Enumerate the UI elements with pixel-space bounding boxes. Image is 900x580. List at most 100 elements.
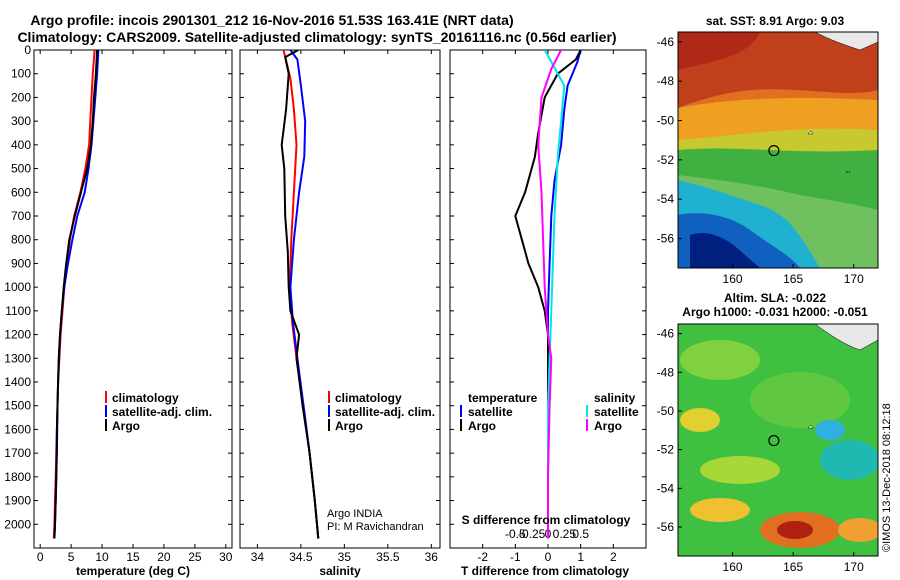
difference-xlabel: T difference from climatology — [461, 564, 629, 578]
map-y-tick-label: -48 — [657, 74, 675, 88]
legend-heading-temperature: temperature — [468, 391, 538, 405]
y-tick-label: 1700 — [4, 446, 31, 460]
imos-credit: ©IMOS 13-Dec-2018 08:12:18 — [881, 403, 893, 552]
map-y-tick-label: -54 — [657, 192, 675, 206]
y-tick-label: 800 — [11, 233, 31, 247]
y-tick-label: 0 — [24, 43, 31, 57]
y-tick-label: 500 — [11, 162, 31, 176]
salinity-series-argo — [280, 50, 320, 539]
temperature-series-argo — [53, 50, 99, 539]
map-x-tick-label: 170 — [844, 272, 864, 286]
legend-label-climatology: climatology — [335, 391, 402, 405]
x-tick-label: 0 — [545, 550, 552, 564]
sst-map-frame — [677, 31, 879, 269]
y-tick-label: 2000 — [4, 517, 31, 531]
legend-label-satellite: satellite-adj. clim. — [112, 405, 212, 419]
argo-location-marker — [768, 144, 780, 157]
x-tick-label: 1 — [577, 550, 584, 564]
legend-label-argo: Argo — [335, 419, 363, 433]
x-tick-label: 2 — [610, 550, 617, 564]
salinity-series-group — [280, 50, 320, 539]
figure-title: Argo profile: incois 2901301_212 16-Nov-… — [30, 12, 513, 28]
x-tick-label: 15 — [126, 550, 140, 564]
sla-map-subtitle: Argo h1000: -0.031 h2000: -0.051 — [682, 305, 868, 319]
x-tick-label: 35.5 — [376, 550, 400, 564]
map-y-tick-label: -46 — [657, 35, 675, 49]
map-y-tick-label: -52 — [657, 443, 675, 457]
salinity-panel — [239, 49, 441, 549]
temperature-xlabel: temperature (deg C) — [76, 564, 190, 578]
difference-xlabel-salinity: S difference from climatology — [462, 513, 631, 527]
x2-tick-label: -0.5 — [505, 527, 526, 541]
argo-pi-label: PI: M Ravichandran — [327, 521, 424, 533]
legend-label-argo: Argo — [112, 419, 140, 433]
sla-map-frame — [677, 323, 879, 557]
x2-tick-label: -0.25 — [518, 527, 546, 541]
legend-label-s-satellite: satellite — [594, 405, 639, 419]
difference-series-salinity-argo — [537, 50, 562, 539]
y-tick-label: 600 — [11, 185, 31, 199]
y-tick-label: 200 — [11, 90, 31, 104]
legend-label-climatology: climatology — [112, 391, 179, 405]
y-tick-label: 1800 — [4, 470, 31, 484]
x-tick-label: 30 — [219, 550, 233, 564]
map-x-tick-label: 160 — [723, 272, 743, 286]
legend-label-t-argo: Argo — [468, 419, 496, 433]
x-tick-label: 10 — [95, 550, 109, 564]
x-tick-label: 36 — [425, 550, 439, 564]
x2-tick-label: 0.25 — [553, 527, 577, 541]
temperature-series-group — [52, 50, 100, 539]
map-y-tick-label: -54 — [657, 481, 675, 495]
salinity-legend: climatology satellite-adj. clim. Argo — [328, 391, 435, 433]
map-y-tick-label: -56 — [657, 520, 675, 534]
x-tick-label: -2 — [477, 550, 488, 564]
sla-map-title: Altim. SLA: -0.022 — [724, 291, 826, 305]
x-tick-label: 34.5 — [289, 550, 313, 564]
temperature-legend: climatology satellite-adj. clim. Argo — [105, 391, 212, 433]
x-tick-label: 35 — [338, 550, 352, 564]
x-tick-label: -1 — [510, 550, 521, 564]
y-tick-label: 1900 — [4, 494, 31, 508]
map-y-tick-label: -50 — [657, 114, 675, 128]
x-tick-label: 20 — [157, 550, 171, 564]
legend-heading-salinity: salinity — [594, 391, 636, 405]
x-tick-label: 5 — [68, 550, 75, 564]
map-y-tick-label: -50 — [657, 404, 675, 418]
sst-map-title: sat. SST: 8.91 Argo: 9.03 — [706, 14, 845, 28]
y-tick-label: 300 — [11, 114, 31, 128]
legend-label-satellite: satellite-adj. clim. — [335, 405, 435, 419]
legend-label-t-satellite: satellite — [468, 405, 513, 419]
map-x-tick-label: 165 — [783, 560, 803, 574]
y-tick-label: 1000 — [4, 280, 31, 294]
y-tick-label: 1100 — [5, 304, 31, 318]
figure-subtitle: Climatology: CARS2009. Satellite-adjuste… — [17, 29, 616, 45]
y-tick-label: 1600 — [4, 422, 31, 436]
map-x-tick-label: 160 — [723, 560, 743, 574]
salinity-xlabel: salinity — [319, 564, 361, 578]
x2-tick-label: 0.5 — [572, 527, 589, 541]
temperature-series-climatology — [52, 50, 96, 539]
x-tick-label: 34 — [251, 550, 265, 564]
legend-label-s-argo: Argo — [594, 419, 622, 433]
difference-series-salinity-satellite — [543, 50, 566, 539]
map-y-tick-label: -52 — [657, 153, 675, 167]
map-y-tick-label: -56 — [657, 232, 675, 246]
y-tick-label: 100 — [11, 67, 31, 81]
x-tick-label: 25 — [188, 550, 202, 564]
y-tick-label: 700 — [11, 209, 31, 223]
argo-location-marker — [768, 434, 780, 447]
difference-series-temperature-argo — [514, 50, 582, 539]
map-y-tick-label: -46 — [657, 327, 675, 341]
map-y-tick-label: -48 — [657, 365, 675, 379]
y-tick-label: 400 — [11, 138, 31, 152]
difference-series-group — [514, 50, 582, 539]
sla-map — [678, 324, 878, 556]
map-x-tick-label: 165 — [783, 272, 803, 286]
difference-legend: temperature satellite Argo salinity sate… — [460, 391, 639, 433]
map-x-tick-label: 170 — [844, 560, 864, 574]
difference-series-temperature-satellite — [547, 50, 582, 539]
sst-map — [678, 32, 878, 268]
y-tick-label: 1200 — [4, 328, 31, 342]
argo-program-label: Argo INDIA — [327, 508, 383, 520]
